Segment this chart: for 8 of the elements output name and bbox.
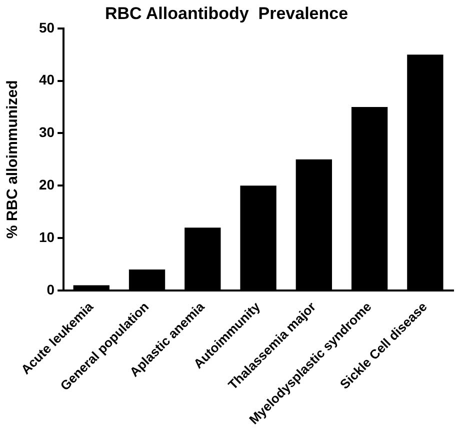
y-tick-label: 20 [38,176,55,192]
y-tick-label: 10 [38,228,55,245]
y-tick-label: 40 [38,72,55,88]
y-tick-label: 0 [46,281,55,298]
y-axis-title: % RBC alloimmunized [4,80,22,239]
y-tick-label: 50 [38,19,55,36]
chart-title: RBC Alloantibody Prevalence [104,4,348,23]
y-tick-label: 30 [38,124,55,140]
